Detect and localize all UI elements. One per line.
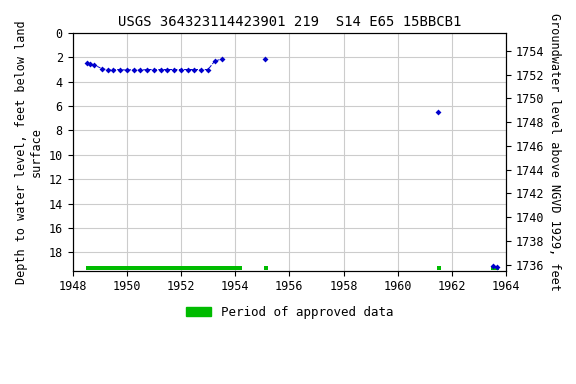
Bar <box>437 266 441 270</box>
Y-axis label: Depth to water level, feet below land
surface: Depth to water level, feet below land su… <box>15 20 43 284</box>
Y-axis label: Groundwater level above NGVD 1929, feet: Groundwater level above NGVD 1929, feet <box>548 13 561 291</box>
Legend: Period of approved data: Period of approved data <box>180 301 398 324</box>
Bar <box>491 266 499 270</box>
Bar <box>264 266 268 270</box>
Title: USGS 364323114423901 219  S14 E65 15BBCB1: USGS 364323114423901 219 S14 E65 15BBCB1 <box>118 15 461 29</box>
Bar <box>86 266 242 270</box>
